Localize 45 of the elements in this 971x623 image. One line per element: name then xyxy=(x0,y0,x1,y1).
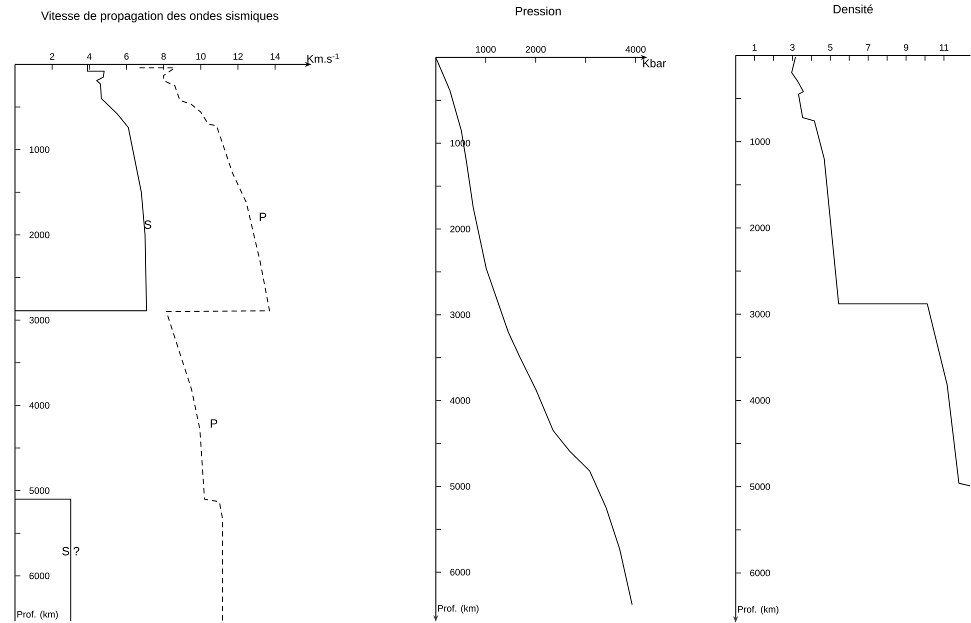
chart-title: Pression xyxy=(516,6,561,16)
x-axis-title: Kbar xyxy=(643,59,666,68)
y-axis-title: Prof. (km) xyxy=(438,604,479,614)
chart-title: Vitesse de propagation des ondes sismiques xyxy=(41,11,278,22)
x-tick-label: 7 xyxy=(866,44,870,51)
y-tick-label: 3000 xyxy=(750,311,770,318)
annotation: S xyxy=(144,220,152,230)
annotation: P xyxy=(260,212,266,222)
x-tick-label: 5 xyxy=(828,44,832,51)
x-tick-label: 4000 xyxy=(625,46,646,53)
x-tick-label: 9 xyxy=(904,44,908,51)
y-tick-label: 5000 xyxy=(29,487,50,494)
y-tick-label: 2000 xyxy=(450,226,470,232)
annotation: P xyxy=(210,419,218,428)
chart-title: Densité xyxy=(834,4,873,14)
y-tick-label: 5000 xyxy=(750,484,770,490)
x-tick-label: 12 xyxy=(233,53,243,60)
y-axis-title: Prof. (km) xyxy=(17,610,58,620)
x-tick-label: 2 xyxy=(50,53,54,60)
y-tick-label: 2000 xyxy=(29,232,50,238)
y-tick-label: 4000 xyxy=(29,402,50,409)
x-tick-label: 1000 xyxy=(476,46,496,53)
y-tick-label: 3000 xyxy=(29,316,50,324)
annotation: S ? xyxy=(62,547,80,556)
y-tick-label: 5000 xyxy=(450,483,470,490)
y-tick-label: 6000 xyxy=(30,572,50,580)
y-tick-label: 4000 xyxy=(450,397,470,404)
x-tick-label: 2000 xyxy=(526,46,546,53)
y-tick-label: 2000 xyxy=(750,224,770,232)
y-tick-label: 3000 xyxy=(450,312,470,318)
x-tick-label: 1 xyxy=(752,44,757,51)
x-tick-label: 11 xyxy=(940,44,948,51)
y-tick-label: 1000 xyxy=(30,146,50,154)
x-tick-label: 3 xyxy=(790,44,795,51)
x-tick-label: 8 xyxy=(161,53,166,60)
x-axis-title: Km.s$^{-1}$ xyxy=(307,54,339,63)
x-tick-label: 14 xyxy=(270,53,280,60)
y-tick-label: 6000 xyxy=(450,569,470,576)
y-tick-label: 1000 xyxy=(750,138,770,146)
y-axis-title: Prof. (km) xyxy=(738,606,778,615)
y-tick-label: 6000 xyxy=(750,570,770,576)
x-tick-label: 10 xyxy=(196,53,206,60)
x-tick-label: 6 xyxy=(124,53,129,60)
y-tick-label: 4000 xyxy=(750,397,770,404)
x-tick-label: 4 xyxy=(86,53,92,60)
